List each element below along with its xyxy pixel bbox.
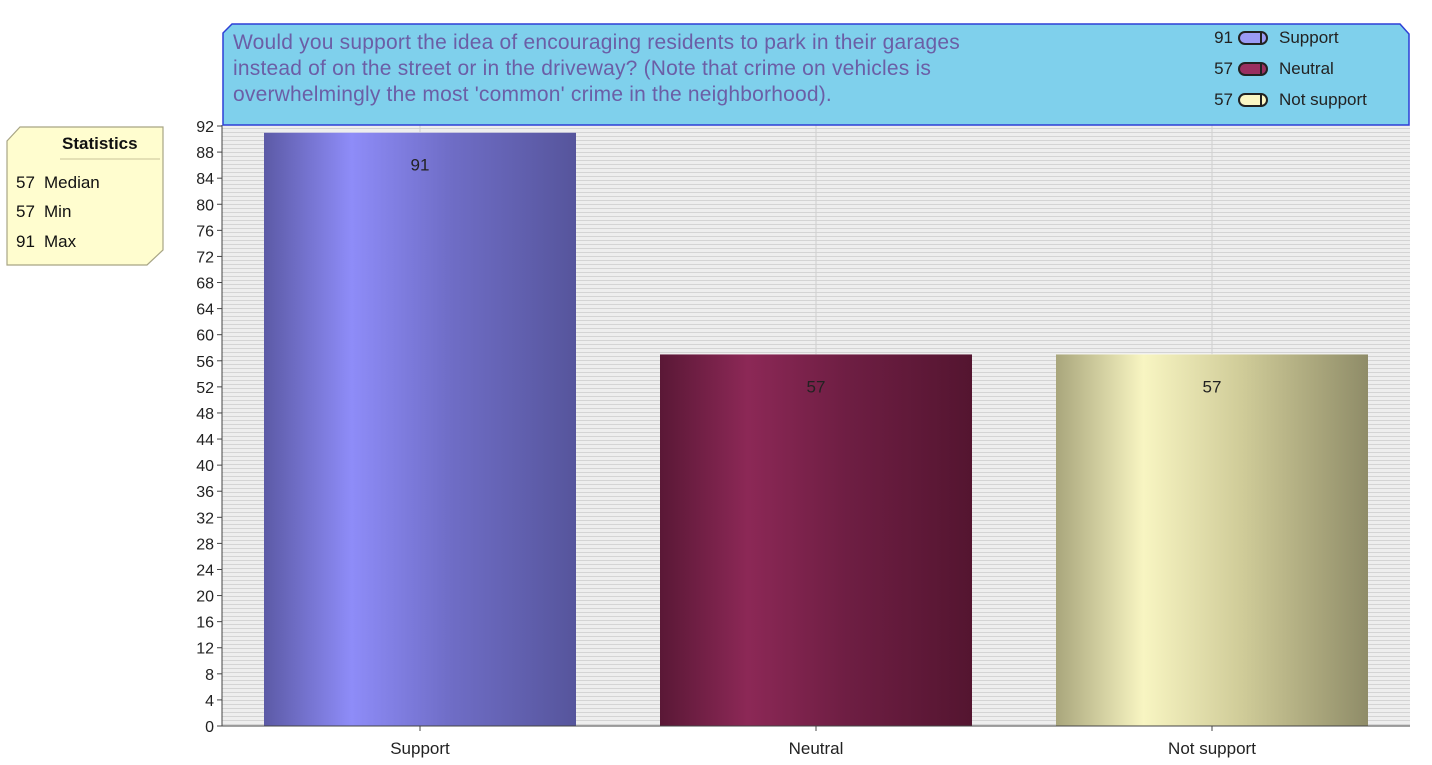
- y-axis: 0481216202428323640444852566064687276808…: [196, 119, 222, 736]
- legend-label: Support: [1279, 28, 1339, 48]
- legend-item-support: 91 Support: [1197, 28, 1412, 50]
- x-axis: Support Neutral Not support: [222, 726, 1410, 758]
- bar-neutral: [660, 354, 972, 726]
- stat-label: Min: [44, 202, 71, 221]
- y-tick-label: 36: [196, 484, 214, 501]
- y-tick-label: 92: [196, 119, 214, 136]
- y-tick-label: 68: [196, 276, 214, 293]
- legend-swatch-not-support: [1238, 93, 1268, 107]
- y-tick-label: 56: [196, 354, 214, 371]
- legend-item-not-support: 57 Not support: [1197, 90, 1412, 112]
- stat-value: 57: [16, 202, 44, 222]
- y-tick-label: 24: [196, 562, 214, 579]
- x-tick-label: Not support: [1168, 739, 1256, 758]
- legend-label: Not support: [1279, 90, 1367, 110]
- stat-row-min: 57 Min: [16, 202, 71, 222]
- stat-row-median: 57 Median: [16, 173, 100, 193]
- y-tick-label: 28: [196, 536, 214, 553]
- y-tick-label: 4: [205, 693, 214, 710]
- y-tick-label: 48: [196, 406, 214, 423]
- statistics-title: Statistics: [62, 134, 138, 154]
- stat-row-max: 91 Max: [16, 232, 76, 252]
- y-tick-label: 44: [196, 432, 214, 449]
- x-tick-label: Support: [390, 739, 450, 758]
- bar-not-support: [1056, 354, 1368, 726]
- legend-value: 57: [1197, 90, 1233, 110]
- data-label: 91: [411, 156, 430, 175]
- y-tick-label: 8: [205, 667, 214, 684]
- y-tick-label: 12: [196, 641, 214, 658]
- data-label: 57: [1203, 377, 1222, 396]
- stat-label: Median: [44, 173, 100, 192]
- legend-item-neutral: 57 Neutral: [1197, 59, 1412, 81]
- y-tick-label: 88: [196, 145, 214, 162]
- stat-value: 57: [16, 173, 44, 193]
- y-tick-label: 32: [196, 510, 214, 527]
- legend-value: 57: [1197, 59, 1233, 79]
- y-tick-label: 16: [196, 615, 214, 632]
- y-tick-label: 64: [196, 302, 214, 319]
- statistics-box: Statistics 57 Median 57 Min 91 Max: [6, 126, 164, 266]
- legend-swatch-support: [1238, 31, 1268, 45]
- chart-title-box: Would you support the idea of encouragin…: [222, 23, 1410, 126]
- y-tick-label: 80: [196, 197, 214, 214]
- bar-support: [264, 133, 576, 726]
- chart-title: Would you support the idea of encouragin…: [233, 30, 1153, 108]
- legend-value: 91: [1197, 28, 1233, 48]
- x-tick-label: Neutral: [789, 739, 844, 758]
- y-tick-label: 52: [196, 380, 214, 397]
- y-tick-label: 84: [196, 171, 214, 188]
- y-tick-label: 60: [196, 328, 214, 345]
- legend-label: Neutral: [1279, 59, 1334, 79]
- y-tick-label: 20: [196, 589, 214, 606]
- stat-value: 91: [16, 232, 44, 252]
- y-tick-label: 40: [196, 458, 214, 475]
- legend-swatch-neutral: [1238, 62, 1268, 76]
- stat-label: Max: [44, 232, 76, 251]
- y-tick-label: 76: [196, 223, 214, 240]
- data-label: 57: [807, 377, 826, 396]
- y-tick-label: 72: [196, 249, 214, 266]
- y-tick-label: 0: [205, 719, 214, 736]
